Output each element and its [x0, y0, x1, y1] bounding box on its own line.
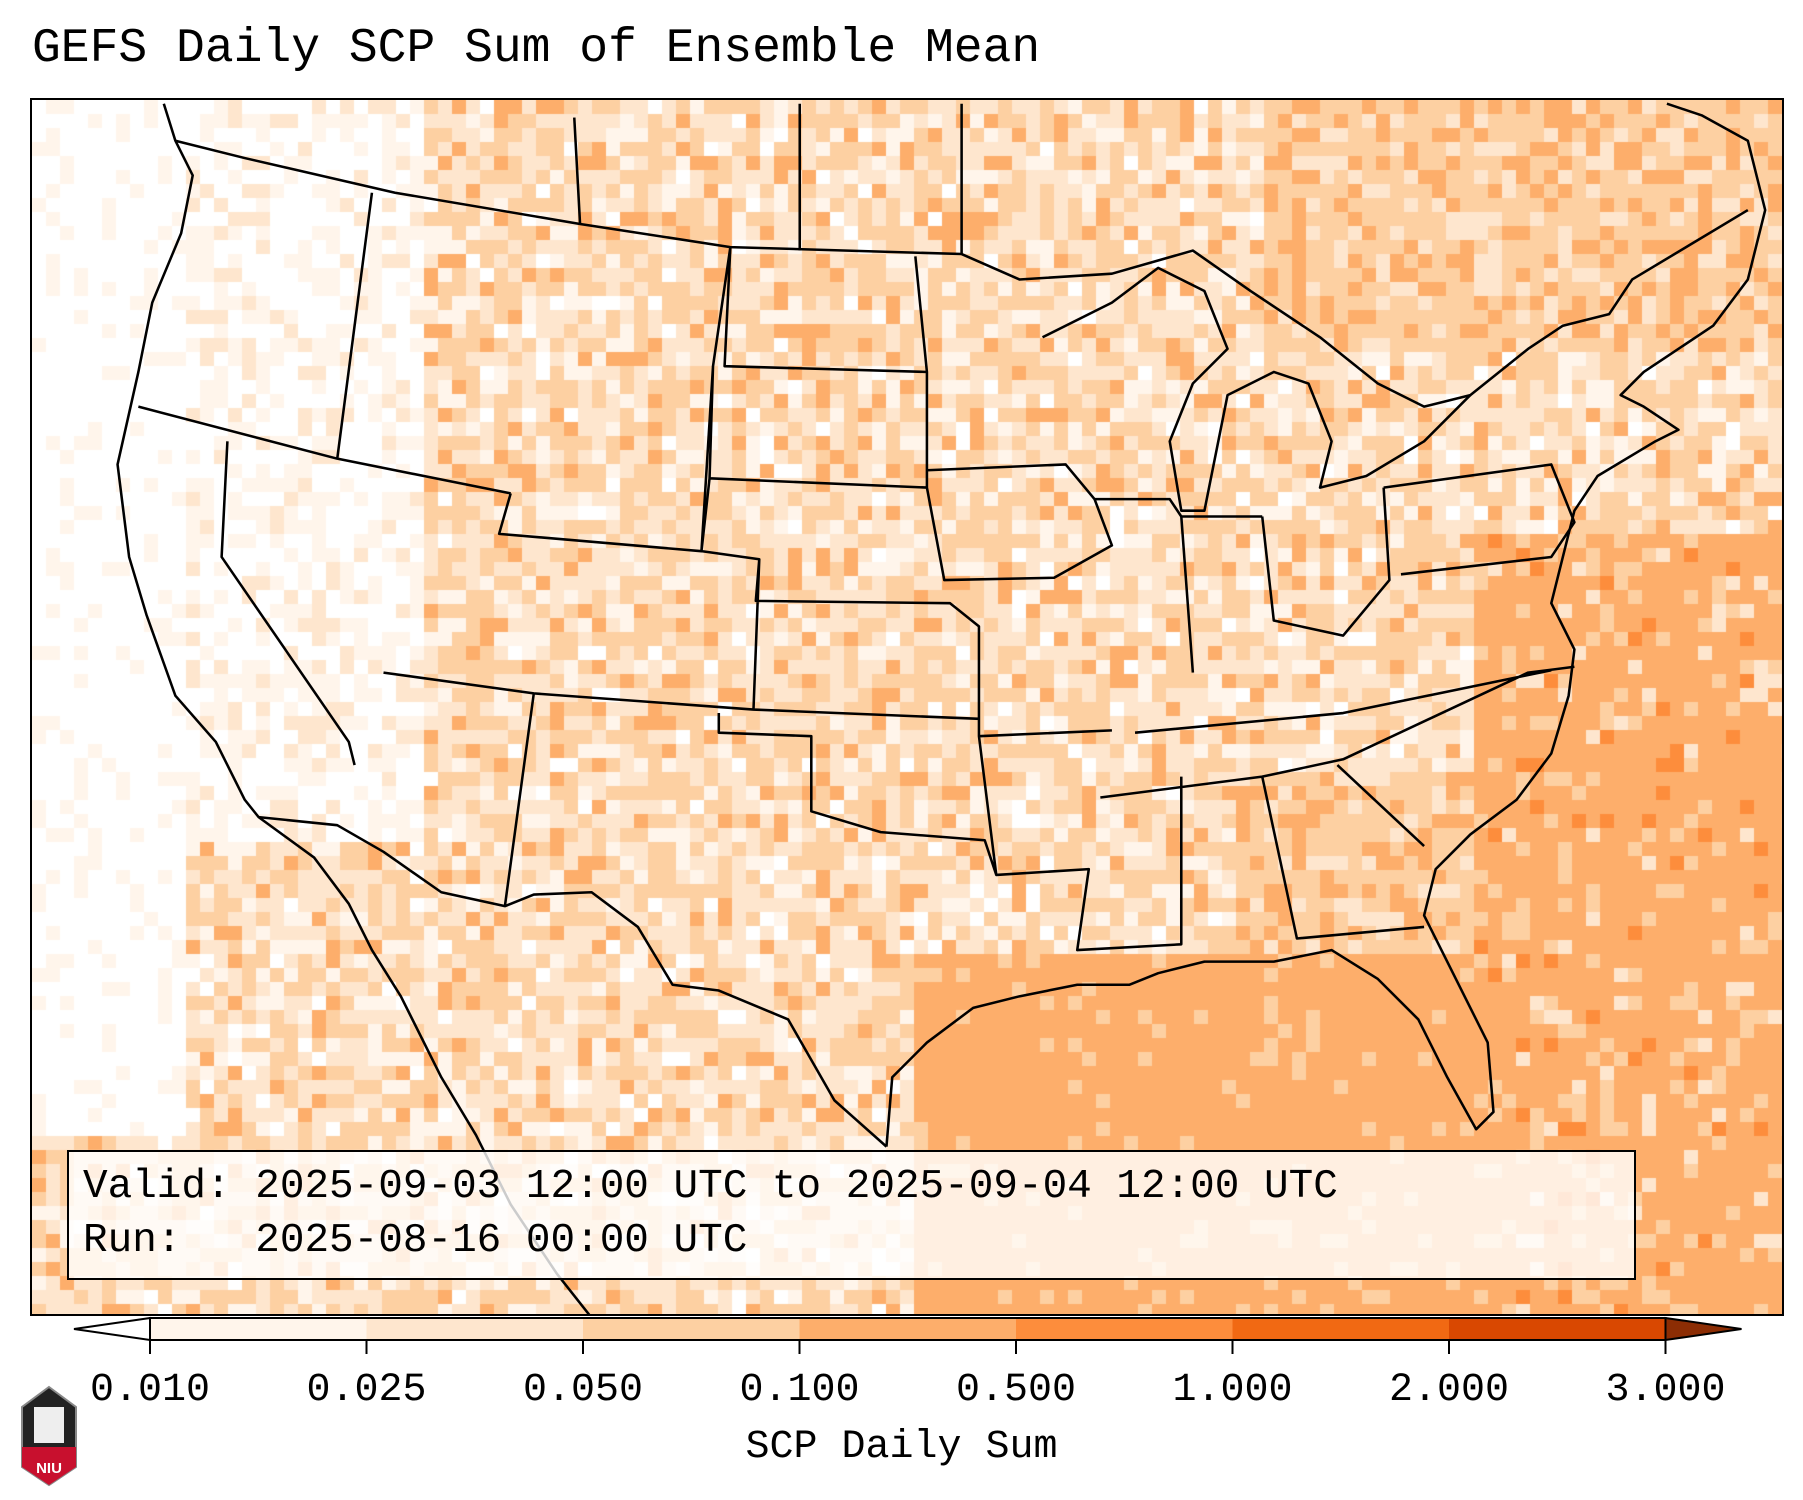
canada-border	[175, 139, 1749, 408]
valid-value: 2025-09-03 12:00 UTC to 2025-09-04 12:00…	[255, 1164, 1338, 1210]
colorbar-bin	[366, 1318, 584, 1340]
colorbar-tick-label: 3.000	[1605, 1368, 1726, 1413]
colorbar-under-triangle	[73, 1316, 151, 1342]
colorbar-tick-label: 2.000	[1388, 1368, 1510, 1413]
colorbar-bin	[1016, 1318, 1233, 1340]
colorbar-bin	[1449, 1318, 1666, 1340]
colorbar-tick-label: 0.100	[739, 1368, 860, 1413]
colorbar-bin	[150, 1318, 367, 1340]
state-lines	[138, 103, 1576, 952]
svg-text:NIU: NIU	[36, 1460, 62, 1477]
gulf-coast	[885, 102, 1767, 1147]
valid-label: Valid:	[83, 1164, 231, 1210]
colorbar-tick-label: 0.050	[522, 1368, 644, 1413]
colorbar-tick-label: 0.025	[306, 1368, 427, 1413]
map-title: GEFS Daily SCP Sum of Ensemble Mean	[32, 22, 1041, 76]
colorbar-bin	[583, 1318, 800, 1340]
niu-logo: NIU	[21, 1385, 77, 1487]
colorbar	[73, 1316, 1742, 1354]
mexico-border	[258, 815, 888, 1148]
colorbar-bin	[799, 1318, 1017, 1340]
colorbar-tick-label: 0.010	[89, 1368, 211, 1413]
run-value: 2025-08-16 00:00 UTC	[255, 1218, 748, 1264]
colorbar-tick-label: 1.000	[1172, 1368, 1293, 1413]
coastline	[116, 103, 591, 1314]
colorbar-bin	[1232, 1318, 1450, 1340]
colorbar-over-triangle	[1664, 1316, 1742, 1342]
colorbar-tick-label: 0.500	[955, 1368, 1077, 1413]
colorbar-label: SCP Daily Sum	[745, 1425, 1058, 1470]
state-boundaries	[116, 102, 1767, 1314]
great-lakes	[1041, 266, 1472, 512]
run-label: Run:	[83, 1218, 182, 1264]
map-panel	[30, 98, 1784, 1316]
info-box: Valid: 2025-09-03 12:00 UTC to 2025-09-0…	[67, 1150, 1636, 1280]
